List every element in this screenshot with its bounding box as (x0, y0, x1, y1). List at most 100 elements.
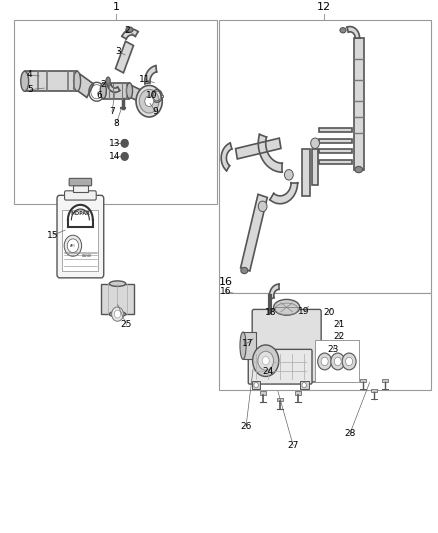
Ellipse shape (100, 83, 106, 99)
Ellipse shape (21, 71, 28, 91)
Polygon shape (103, 83, 130, 99)
Circle shape (64, 235, 81, 256)
Ellipse shape (106, 77, 110, 85)
Text: 9: 9 (153, 107, 159, 116)
Text: MOPAR: MOPAR (71, 211, 90, 216)
Ellipse shape (145, 96, 153, 107)
Circle shape (124, 142, 127, 145)
Bar (294, 391, 300, 394)
Polygon shape (269, 284, 279, 300)
Text: 17: 17 (242, 338, 253, 348)
Ellipse shape (355, 166, 363, 173)
FancyBboxPatch shape (57, 195, 104, 278)
Text: 18: 18 (265, 308, 276, 317)
Text: 27: 27 (287, 441, 299, 450)
Polygon shape (347, 27, 360, 38)
Circle shape (321, 357, 328, 366)
Polygon shape (122, 29, 138, 39)
Text: 20: 20 (323, 308, 335, 317)
Text: 16: 16 (220, 287, 231, 296)
Circle shape (122, 140, 128, 147)
Polygon shape (108, 84, 120, 92)
Circle shape (253, 345, 279, 376)
Text: 22: 22 (333, 332, 345, 341)
Bar (73, 185, 88, 192)
Text: 6: 6 (96, 92, 102, 100)
Bar (315, 341, 359, 383)
Polygon shape (312, 149, 318, 185)
Polygon shape (302, 149, 310, 196)
Bar (103, 91, 106, 93)
Ellipse shape (110, 281, 126, 286)
Text: 12: 12 (317, 2, 331, 12)
Circle shape (122, 153, 128, 160)
Circle shape (285, 169, 293, 180)
Bar (371, 389, 377, 392)
Circle shape (331, 353, 345, 370)
Text: 21: 21 (333, 320, 345, 329)
Text: 23: 23 (328, 345, 339, 354)
Bar (62, 210, 99, 271)
Circle shape (112, 307, 124, 321)
Circle shape (124, 155, 127, 158)
Text: 13: 13 (109, 139, 120, 148)
Text: API: API (70, 244, 76, 248)
Circle shape (334, 357, 341, 366)
Polygon shape (145, 66, 157, 84)
Text: 26: 26 (240, 422, 252, 431)
Polygon shape (74, 75, 94, 98)
Text: 11: 11 (139, 75, 151, 84)
Polygon shape (270, 183, 297, 204)
Bar (300, 382, 308, 389)
Text: 8: 8 (113, 119, 119, 128)
Polygon shape (236, 138, 281, 159)
Text: 28: 28 (344, 429, 356, 438)
Polygon shape (258, 134, 283, 172)
Circle shape (254, 383, 258, 387)
Text: 7: 7 (109, 107, 115, 116)
Bar (219, 20, 431, 293)
Polygon shape (25, 71, 77, 91)
Circle shape (262, 357, 269, 365)
Bar (219, 293, 431, 390)
Ellipse shape (241, 268, 248, 273)
Circle shape (302, 383, 306, 387)
Ellipse shape (274, 300, 300, 315)
Text: 2: 2 (124, 26, 130, 35)
Polygon shape (354, 38, 364, 169)
Text: 25: 25 (121, 320, 132, 329)
Text: 3: 3 (116, 47, 121, 56)
Circle shape (67, 239, 78, 253)
Bar (162, 95, 163, 96)
Polygon shape (319, 159, 352, 164)
FancyBboxPatch shape (64, 191, 96, 200)
FancyBboxPatch shape (69, 179, 92, 186)
Text: 5: 5 (28, 85, 33, 94)
Bar (360, 379, 366, 383)
Bar (382, 379, 388, 383)
Circle shape (121, 153, 127, 160)
Bar (277, 398, 283, 401)
Bar (260, 391, 266, 394)
Polygon shape (319, 149, 352, 154)
Bar (252, 382, 261, 389)
Text: 14: 14 (109, 152, 120, 161)
Circle shape (311, 138, 319, 149)
Polygon shape (319, 128, 352, 132)
Circle shape (258, 351, 274, 370)
Ellipse shape (110, 311, 126, 317)
Text: 0W40: 0W40 (82, 254, 92, 257)
FancyBboxPatch shape (252, 309, 321, 382)
Ellipse shape (340, 28, 346, 33)
Polygon shape (221, 143, 232, 171)
Text: 24: 24 (263, 367, 274, 376)
Circle shape (258, 201, 267, 212)
Ellipse shape (126, 27, 133, 33)
Text: 2: 2 (100, 80, 106, 89)
Bar (243, 332, 256, 359)
Text: 10: 10 (145, 92, 157, 100)
Circle shape (114, 310, 121, 318)
Ellipse shape (240, 332, 246, 359)
Ellipse shape (136, 85, 162, 117)
Circle shape (342, 353, 356, 370)
